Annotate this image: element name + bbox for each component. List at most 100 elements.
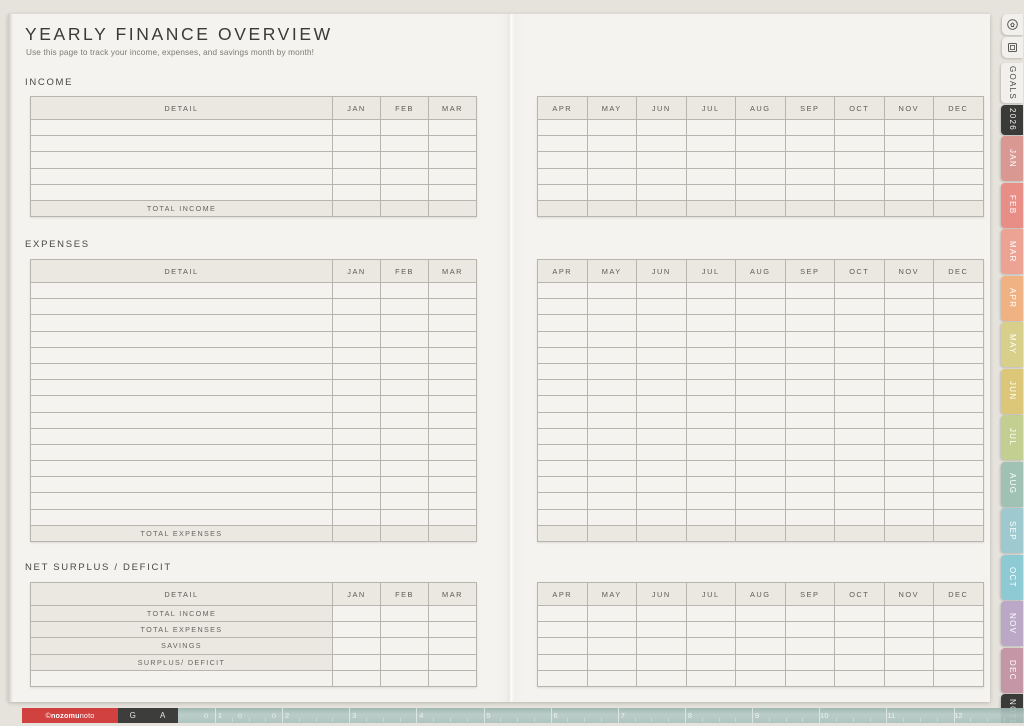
cell-nov[interactable] [883, 395, 934, 413]
cell-jan[interactable] [332, 151, 381, 169]
cell-detail[interactable] [30, 151, 333, 169]
cell-may[interactable] [586, 362, 637, 381]
cell-may[interactable] [586, 167, 637, 185]
cell-oct[interactable] [834, 379, 885, 397]
cell-jun[interactable] [636, 346, 687, 364]
cell-jul[interactable] [685, 411, 736, 429]
cell-aug[interactable] [735, 427, 786, 445]
cell-oct[interactable] [834, 508, 885, 526]
cell-apr[interactable] [537, 637, 588, 655]
cell-jul[interactable] [685, 653, 736, 671]
cell-oct[interactable] [834, 151, 885, 169]
cell-sep[interactable] [784, 460, 835, 478]
cell-dec[interactable] [933, 443, 984, 462]
cell-feb[interactable] [380, 621, 429, 639]
cell-mar[interactable] [428, 653, 477, 671]
cell-jan[interactable] [332, 443, 381, 462]
cell-dec[interactable] [933, 362, 984, 381]
cell-oct[interactable] [834, 118, 885, 137]
table-row[interactable] [537, 411, 984, 429]
cell-jun[interactable] [636, 362, 687, 381]
net-table-right[interactable]: APR MAY JUN JUL AUG SEP OCT NOV DEC [537, 582, 984, 687]
cell-oct[interactable] [834, 281, 885, 300]
cell-jul[interactable] [685, 669, 736, 687]
tab-goals[interactable]: GOALS [1001, 63, 1023, 103]
total-cell-may[interactable] [586, 199, 637, 218]
cell-feb[interactable] [380, 653, 429, 671]
cell-jan[interactable] [332, 604, 381, 623]
tab-may[interactable]: MAY [1001, 322, 1023, 367]
expenses-table-right[interactable]: APR MAY JUN JUL AUG SEP OCT NOV DEC [537, 259, 984, 543]
cell-jan[interactable] [332, 411, 381, 429]
total-cell-dec[interactable] [933, 199, 984, 218]
cell-feb[interactable] [380, 476, 429, 494]
cell-mar[interactable] [428, 346, 477, 364]
table-total-row[interactable]: TOTAL INCOME [30, 199, 477, 218]
cell-nov[interactable] [883, 604, 934, 623]
cell-jun[interactable] [636, 281, 687, 300]
table-row[interactable] [537, 492, 984, 510]
cell-detail[interactable] [30, 314, 333, 332]
cell-feb[interactable] [380, 379, 429, 397]
cell-apr[interactable] [537, 669, 588, 687]
cell-oct[interactable] [834, 298, 885, 316]
cell-apr[interactable] [537, 151, 588, 169]
cell-jun[interactable] [636, 669, 687, 687]
cell-apr[interactable] [537, 281, 588, 300]
cell-mar[interactable] [428, 395, 477, 413]
cell-may[interactable] [586, 330, 637, 348]
cell-nov[interactable] [883, 637, 934, 655]
cell-jun[interactable] [636, 183, 687, 201]
cell-jun[interactable] [636, 653, 687, 671]
table-row[interactable] [537, 604, 984, 623]
cell-mar[interactable] [428, 637, 477, 655]
cell-may[interactable] [586, 411, 637, 429]
cell-jan[interactable] [332, 281, 381, 300]
tab-aug[interactable]: AUG [1001, 461, 1023, 507]
cell-nov[interactable] [883, 183, 934, 201]
cell-aug[interactable] [735, 281, 786, 300]
ruler[interactable]: 1 2 3 4 5 6 7 8 9 10 11 12 o o o [178, 708, 1024, 723]
cell-may[interactable] [586, 151, 637, 169]
cell-may[interactable] [586, 298, 637, 316]
cell-oct[interactable] [834, 460, 885, 478]
cell-jun[interactable] [636, 330, 687, 348]
cell-jan[interactable] [332, 298, 381, 316]
cell-sep[interactable] [784, 330, 835, 348]
cell-nov[interactable] [883, 151, 934, 169]
cell-oct[interactable] [834, 314, 885, 332]
cell-detail[interactable] [30, 379, 333, 397]
cell-may[interactable] [586, 476, 637, 494]
cell-mar[interactable] [428, 118, 477, 137]
cell-oct[interactable] [834, 330, 885, 348]
cell-apr[interactable] [537, 508, 588, 526]
cell-sep[interactable] [784, 669, 835, 687]
cell-sep[interactable] [784, 427, 835, 445]
cell-apr[interactable] [537, 492, 588, 510]
cell-detail[interactable] [30, 508, 333, 526]
cell-jun[interactable] [636, 443, 687, 462]
cell-dec[interactable] [933, 281, 984, 300]
ruler-marker[interactable]: o [271, 710, 277, 720]
cell-jan[interactable] [332, 314, 381, 332]
cell-oct[interactable] [834, 183, 885, 201]
cell-jan[interactable] [332, 460, 381, 478]
cell-feb[interactable] [380, 411, 429, 429]
cell-jan[interactable] [332, 637, 381, 655]
total-cell-nov[interactable] [883, 199, 934, 218]
cell-apr[interactable] [537, 653, 588, 671]
cell-dec[interactable] [933, 476, 984, 494]
cell-jun[interactable] [636, 604, 687, 623]
cell-feb[interactable] [380, 427, 429, 445]
cell-jul[interactable] [685, 118, 736, 137]
total-cell-jul[interactable] [685, 199, 736, 218]
table-row[interactable] [30, 281, 477, 300]
total-cell-jan[interactable] [332, 524, 381, 543]
total-cell-oct[interactable] [834, 524, 885, 543]
table-row[interactable] [30, 395, 477, 413]
cell-oct[interactable] [834, 669, 885, 687]
table-row[interactable] [537, 330, 984, 348]
table-row[interactable] [30, 411, 477, 429]
cell-sep[interactable] [784, 314, 835, 332]
cell-may[interactable] [586, 135, 637, 153]
